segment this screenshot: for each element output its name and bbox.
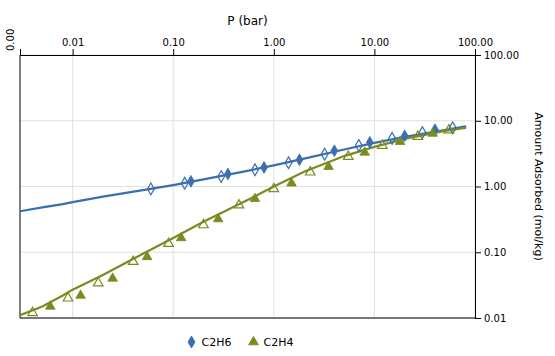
point — [128, 256, 138, 264]
point — [428, 128, 438, 136]
y-axis-title: Amount Adsorbed (mol/kg) — [532, 112, 545, 260]
tick-mark — [475, 55, 481, 56]
y-axis: 0.01 0.10 1.00 10.00 100.00 — [475, 50, 519, 324]
point — [287, 178, 297, 186]
point — [147, 183, 154, 195]
tick: 1.00 — [475, 181, 506, 192]
point — [355, 140, 362, 152]
tick-label: 0.10 — [484, 247, 506, 258]
point — [395, 136, 405, 144]
tick-label: 100.00 — [458, 37, 493, 48]
grid-line — [20, 318, 475, 319]
tick-label: 1.00 — [263, 37, 285, 48]
axis-line — [21, 49, 476, 56]
point — [213, 213, 223, 221]
point — [252, 164, 259, 176]
point — [321, 148, 328, 160]
legend-item: C2H6 — [188, 336, 231, 349]
point — [164, 238, 174, 246]
point — [296, 154, 303, 166]
tick-label: 0.10 — [163, 37, 185, 48]
point — [331, 145, 338, 157]
tick-mark — [274, 49, 275, 55]
line — [20, 128, 465, 315]
point — [181, 177, 188, 189]
legend-symbol — [188, 336, 195, 348]
point — [142, 251, 152, 259]
tick: 0.10 — [163, 37, 185, 55]
x-axis-title: P (bar) — [227, 14, 267, 28]
legend: C2H6 C2H4 — [188, 336, 293, 349]
point — [285, 157, 292, 169]
annotation: 0.00 — [5, 29, 16, 51]
point — [305, 167, 315, 175]
tick: 0.01 — [475, 313, 506, 324]
tick: 10.00 — [475, 115, 513, 126]
legend-label: C2H6 — [202, 336, 232, 349]
point — [360, 147, 370, 155]
point — [389, 132, 396, 144]
marks — [20, 122, 465, 316]
tick-label: 100.00 — [484, 50, 519, 61]
tick: 10.00 — [361, 37, 390, 55]
tick: 0.10 — [475, 247, 506, 258]
point — [76, 290, 86, 298]
tick-mark — [173, 49, 174, 55]
tick: 0.01 — [62, 37, 84, 55]
point — [63, 293, 73, 301]
point — [343, 151, 353, 159]
frame — [20, 55, 21, 318]
chart: 0.01 0.10 1.00 10.00 100.00 0.01 0.10 1.00 10.00… — [0, 0, 555, 356]
point — [225, 168, 232, 180]
tick: 1.00 — [263, 37, 285, 55]
tick-mark — [475, 121, 481, 122]
grid — [20, 55, 475, 318]
tick-mark — [475, 318, 481, 319]
tick-label: 10.00 — [484, 115, 513, 126]
point — [378, 140, 388, 148]
line — [20, 126, 465, 211]
x-axis: 0.01 0.10 1.00 10.00 100.00 — [21, 37, 494, 56]
axis-line — [476, 56, 482, 319]
point — [419, 127, 426, 139]
tick-mark — [475, 187, 481, 188]
point — [413, 131, 423, 139]
tick-label: 1.00 — [484, 181, 506, 192]
tick-mark — [73, 49, 74, 55]
tick-label: 0.01 — [62, 37, 84, 48]
point — [176, 232, 186, 240]
legend-label: C2H4 — [264, 336, 294, 349]
legend-symbol — [249, 336, 259, 344]
grid-line — [20, 120, 475, 121]
point — [444, 125, 454, 133]
tick-mark — [374, 49, 375, 55]
plot: 0.01 0.10 1.00 10.00 100.00 0.01 0.10 1.00 10.00… — [20, 37, 519, 324]
point — [45, 301, 55, 309]
point — [250, 193, 260, 201]
tick-mark — [475, 252, 481, 253]
grid-line — [20, 252, 475, 253]
frame — [20, 318, 475, 319]
point — [234, 200, 244, 208]
tick-label: 10.00 — [361, 37, 390, 48]
tick-label: 0.01 — [484, 313, 506, 324]
point — [93, 278, 103, 286]
point — [28, 307, 38, 315]
point — [199, 219, 209, 227]
point — [261, 162, 268, 174]
grid-line — [20, 186, 475, 187]
tick: 100.00 — [475, 50, 519, 61]
point — [108, 273, 118, 281]
legend-item: C2H4 — [249, 336, 294, 349]
point — [366, 136, 373, 148]
point — [218, 171, 225, 183]
point — [324, 161, 334, 169]
tick-mark — [475, 49, 476, 55]
point — [188, 175, 195, 187]
point — [269, 183, 279, 191]
